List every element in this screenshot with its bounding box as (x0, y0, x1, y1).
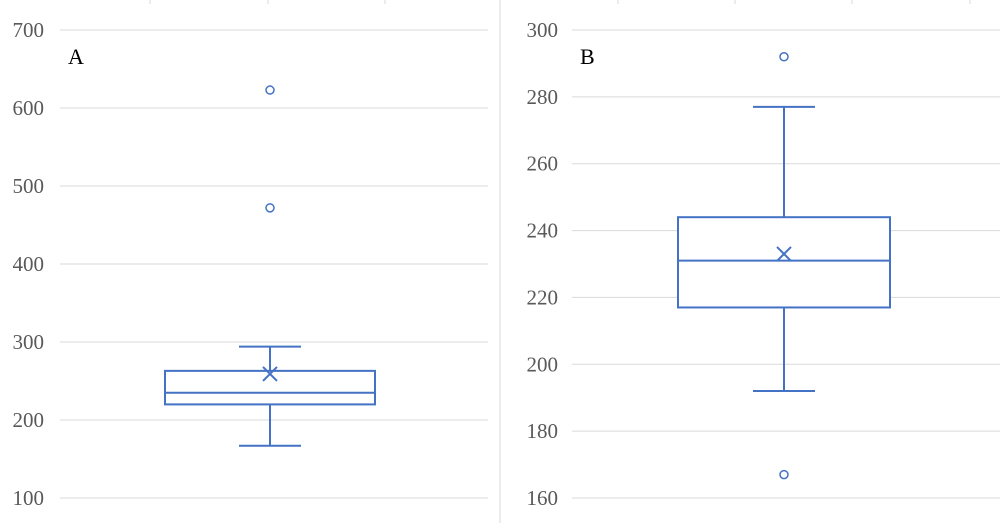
mean-marker-stroke (262, 366, 278, 382)
y-tick-label: 280 (527, 85, 559, 109)
mean-marker-stroke (776, 246, 792, 262)
panel-b-label: B (580, 44, 595, 69)
y-tick-label: 300 (527, 18, 559, 42)
panel-a-label: A (68, 44, 84, 69)
y-tick-label: 600 (13, 96, 45, 120)
y-tick-label: 260 (527, 152, 559, 176)
outlier-point (265, 203, 275, 213)
mean-marker (262, 366, 278, 382)
y-tick-label: 220 (527, 285, 559, 309)
panel-a: A 100 200 300 400 500 600 700 (13, 0, 488, 510)
iqr-box (164, 369, 376, 406)
y-tick-label: 200 (13, 408, 45, 432)
panel-b: B 160 180 200 220 240 260 280 300 (527, 0, 1000, 510)
outlier-point (779, 469, 789, 480)
y-tick-label: 100 (13, 486, 45, 510)
outlier-point (779, 51, 789, 62)
y-tick-label: 700 (13, 18, 45, 42)
y-tick-label: 300 (13, 330, 45, 354)
outlier-point (265, 85, 275, 95)
y-tick-label: 180 (527, 419, 559, 443)
y-tick-label: 400 (13, 252, 45, 276)
y-tick-label: 500 (13, 174, 45, 198)
mean-marker (776, 246, 792, 262)
y-tick-label: 200 (527, 352, 559, 376)
y-tick-label: 240 (527, 219, 559, 243)
y-tick-label: 160 (527, 486, 559, 510)
iqr-box (677, 216, 891, 309)
